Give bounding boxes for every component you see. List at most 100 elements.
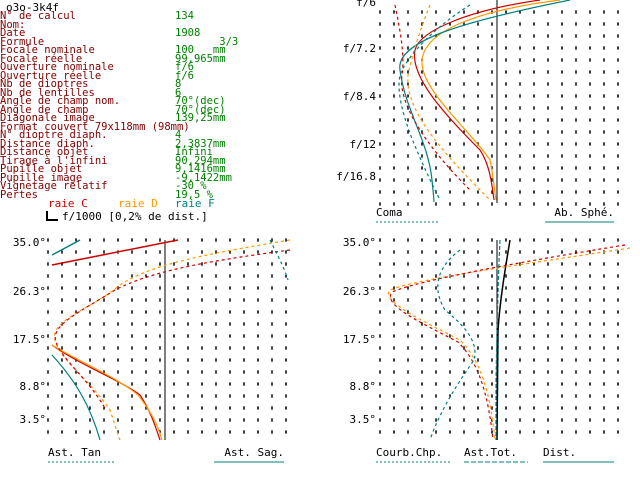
legend-raie-c: raie C xyxy=(48,197,88,210)
info-row: N° de calcul 134 xyxy=(0,10,330,22)
info-row: N° dioptre diaph. 4 xyxy=(0,129,330,141)
info-label: Focale réelle xyxy=(0,52,83,65)
coma-raie-d xyxy=(407,4,491,201)
sph-foot-label: Ab. Sphé. xyxy=(554,206,614,219)
field-dist-line xyxy=(496,239,511,441)
info-label: Pertes xyxy=(0,188,38,201)
info-label: Angle de champ nom. xyxy=(0,95,121,107)
field-y-tick: 3.5° xyxy=(350,413,377,426)
info-label: Format couvert 79x118mm (98mm) xyxy=(0,120,190,133)
info-row: Ouverture nominale f/6 xyxy=(0,61,330,73)
info-value: 134 xyxy=(175,10,194,22)
ast-tan-raie-f-top xyxy=(51,239,81,256)
coma-y-tick: f/8.4 xyxy=(343,90,376,103)
ast-sag-raie-c xyxy=(54,249,291,411)
field-curv-foot-label: Courb.Chp. xyxy=(376,446,442,459)
legend-reference: f/1000 [0,2% de dist.] xyxy=(62,210,208,223)
info-row: Focale réelle 99,965mm xyxy=(0,52,330,65)
field-curv-raie-d xyxy=(387,247,631,441)
field-dist-foot-label: Dist. xyxy=(543,446,576,459)
info-row: Pupille objet 9,1416mm xyxy=(0,163,330,175)
info-row: Format couvert 79x118mm (98mm) xyxy=(0,120,330,133)
field-ast-tot-foot-label: Ast.Tot. xyxy=(464,446,517,459)
info-label: Pupille objet xyxy=(0,163,83,175)
info-label: Nom: xyxy=(0,18,26,31)
info-row: Nom: xyxy=(0,18,330,31)
info-label: Distance objet xyxy=(0,146,89,158)
coma-y-tick: f/6 xyxy=(356,0,376,9)
info-value: 70°(dec) xyxy=(175,95,226,107)
info-row: Nb de lentilles 6 xyxy=(0,86,330,99)
ast-tan-raie-c-bot xyxy=(51,344,161,441)
info-value: 6 xyxy=(175,86,182,99)
field-y-tick: 26.3° xyxy=(343,285,376,298)
coma-raie-c xyxy=(394,4,471,191)
info-row: Angle de champ nom. 70°(dec) xyxy=(0,95,330,107)
info-row: Date 1908 xyxy=(0,27,330,39)
info-row: Focale nominale 100 mm xyxy=(0,44,330,56)
info-value: 8 xyxy=(175,78,182,90)
coma-y-tick: f/12 xyxy=(350,138,377,151)
info-value: 19,5 % xyxy=(175,188,213,201)
info-row: Diagonale image 139,25mm xyxy=(0,112,330,124)
ast-tan-raie-d-bot xyxy=(51,344,163,441)
sph-raie-c xyxy=(413,0,541,201)
info-label: Nb de dioptres xyxy=(0,78,89,90)
ast-sag-raie-f xyxy=(269,239,289,281)
ast-tan-raie-c xyxy=(51,239,179,266)
info-label: Tirage à l'infini xyxy=(0,154,108,167)
info-value: Infini xyxy=(175,146,213,158)
info-value: 3/3 xyxy=(175,35,239,48)
calc-title: o3o-3k4f xyxy=(6,1,59,14)
info-row: Pupille image -9,1422mm xyxy=(0,171,330,184)
info-row: Formule 3/3 xyxy=(0,35,330,48)
ast-sag-foot-label: Ast. Sag. xyxy=(224,446,284,459)
info-label: Nb de lentilles xyxy=(0,86,95,99)
field-y-tick: 35.0° xyxy=(343,236,376,249)
legend: raie C raie D raie F f/1000 [0,2% de dis… xyxy=(0,197,330,225)
info-value: 99,965mm xyxy=(175,52,226,65)
info-label: N° de calcul xyxy=(0,10,76,22)
info-row: Pertes 19,5 % xyxy=(0,188,330,201)
info-label: Ouverture nominale xyxy=(0,61,114,73)
coma-raie-f xyxy=(398,4,471,201)
sph-raie-d xyxy=(421,0,561,201)
info-row: Distance objet Infini xyxy=(0,146,330,158)
info-value: f/6 xyxy=(175,69,194,82)
coma-y-tick: f/16.8 xyxy=(336,170,376,183)
info-value: 2,3837mm xyxy=(175,137,226,150)
legend-raie-d: raie D xyxy=(118,197,158,210)
info-value: -30 % xyxy=(175,180,207,192)
ast-y-tick: 8.8° xyxy=(20,380,47,393)
info-row: Angle de champ 70°(dec) xyxy=(0,103,330,116)
ast-y-tick: 26.3° xyxy=(13,285,46,298)
info-label: Angle de champ xyxy=(0,103,89,116)
ast-y-tick: 17.5° xyxy=(13,333,46,346)
info-value: -9,1422mm xyxy=(175,171,232,184)
info-label: Vignetage relatif xyxy=(0,180,108,192)
ast-tan-raie-f-bot xyxy=(51,354,101,441)
ast-y-tick: 35.0° xyxy=(13,236,46,249)
info-value: 9,1416mm xyxy=(175,163,226,175)
info-label: Pupille image xyxy=(0,171,83,184)
info-value: 1908 xyxy=(175,27,201,39)
info-row: Ouverture réelle f/6 xyxy=(0,69,330,82)
coma-foot-label: Coma xyxy=(376,206,403,219)
info-label: Focale nominale xyxy=(0,44,95,56)
sph-raie-f xyxy=(399,0,571,203)
info-label: N° dioptre diaph. xyxy=(0,129,108,141)
info-value: 90,294mm xyxy=(175,154,226,167)
info-label: Date xyxy=(0,27,26,39)
info-value: 139,25mm xyxy=(175,112,226,124)
info-value: 100 mm xyxy=(175,44,226,56)
info-value: f/6 xyxy=(175,61,194,73)
reference-mark xyxy=(46,211,58,221)
info-row: Vignetage relatif -30 % xyxy=(0,180,330,192)
info-row: Distance diaph. 2,3837mm xyxy=(0,137,330,150)
coma-y-tick: f/7.2 xyxy=(343,42,376,55)
info-label: Ouverture réelle xyxy=(0,69,102,82)
info-label: Formule xyxy=(0,35,45,48)
info-label: Distance diaph. xyxy=(0,137,95,150)
info-row: Nb de dioptres 8 xyxy=(0,78,330,90)
